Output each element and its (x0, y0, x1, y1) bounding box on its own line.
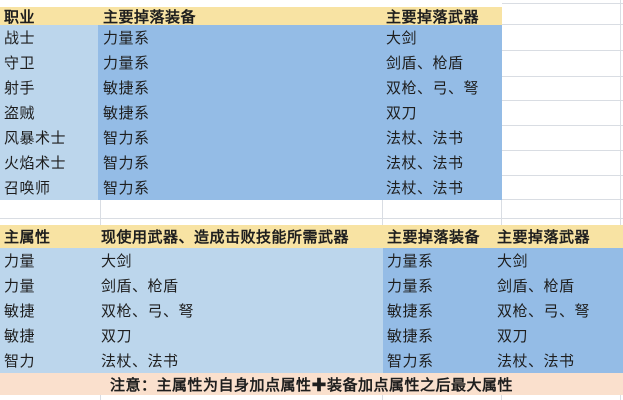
note-text: 注意：主属性为自身加点属性✚装备加点属性之后最大属性 (109, 375, 513, 394)
header-cell[interactable]: 现使用武器、造成击败技能所需武器 (101, 228, 350, 246)
data-cell[interactable]: 法杖、法书 (497, 352, 575, 370)
data-cell[interactable]: 敏捷 (4, 327, 36, 345)
table-row: 守卫 力量系 剑盾、枪盾 (0, 50, 502, 75)
data-cell[interactable]: 守卫 (4, 54, 36, 72)
table-row: 敏捷 双枪、弓、弩 敏捷系 双枪、弓、弩 (0, 298, 623, 323)
gridline (100, 200, 101, 225)
data-cell[interactable]: 敏捷 (4, 302, 36, 320)
data-cell[interactable]: 智力系 (387, 352, 434, 370)
data-cell[interactable]: 双枪、弓、弩 (386, 79, 480, 97)
data-cell[interactable]: 召唤师 (4, 179, 51, 197)
data-cell[interactable]: 智力 (4, 352, 36, 370)
header-cell[interactable]: 职业 (4, 7, 36, 26)
data-cell[interactable]: 力量系 (387, 252, 434, 270)
gridline (502, 50, 623, 51)
data-cell[interactable]: 双刀 (497, 327, 529, 345)
gridline (382, 395, 383, 400)
gridline (502, 125, 623, 126)
data-cell[interactable]: 大剑 (386, 29, 418, 47)
data-cell[interactable]: 双枪、弓、弩 (101, 302, 195, 320)
table-row: 智力 法杖、法书 智力系 法杖、法书 (0, 348, 623, 373)
data-cell[interactable]: 盗贼 (4, 104, 36, 122)
gridline (502, 100, 623, 101)
data-cell[interactable]: 战士 (4, 29, 36, 47)
data-cell[interactable]: 剑盾、枪盾 (101, 277, 179, 295)
data-cell[interactable]: 力量系 (387, 277, 434, 295)
header-cell[interactable]: 主要掉落装备 (103, 7, 197, 26)
table-row: 战士 力量系 大剑 (0, 25, 502, 50)
data-cell[interactable]: 敏捷系 (387, 327, 434, 345)
table-header-row: 主属性 现使用武器、造成击败技能所需武器 主要掉落装备 主要掉落武器 (0, 225, 623, 248)
table-row: 风暴术士 智力系 法杖、法书 (0, 125, 502, 150)
data-cell[interactable]: 法杖、法书 (386, 179, 464, 197)
header-cell[interactable]: 主要掉落武器 (497, 228, 591, 246)
table-row: 力量 大剑 力量系 大剑 (0, 248, 623, 273)
data-cell[interactable]: 大剑 (101, 252, 133, 270)
data-cell[interactable]: 剑盾、枪盾 (497, 277, 575, 295)
gridline (100, 395, 101, 400)
data-cell[interactable]: 智力系 (103, 154, 150, 172)
data-cell[interactable]: 火焰术士 (4, 154, 67, 172)
data-cell[interactable]: 敏捷系 (387, 302, 434, 320)
data-cell[interactable]: 力量系 (103, 54, 150, 72)
data-cell[interactable]: 法杖、法书 (386, 154, 464, 172)
table-row: 召唤师 智力系 法杖、法书 (0, 175, 502, 200)
data-cell[interactable]: 风暴术士 (4, 129, 67, 147)
data-cell[interactable]: 剑盾、枪盾 (386, 54, 464, 72)
data-cell[interactable]: 双枪、弓、弩 (497, 302, 591, 320)
data-cell[interactable]: 力量 (4, 252, 36, 270)
table-row: 敏捷 双刀 敏捷系 双刀 (0, 323, 623, 348)
table-row: 力量 剑盾、枪盾 力量系 剑盾、枪盾 (0, 273, 623, 298)
data-cell[interactable]: 法杖、法书 (386, 129, 464, 147)
data-cell[interactable]: 大剑 (497, 252, 529, 270)
gridline (501, 395, 502, 400)
data-cell[interactable]: 双刀 (101, 327, 133, 345)
note-banner-cell[interactable]: 注意：主属性为自身加点属性✚装备加点属性之后最大属性 (0, 373, 623, 395)
gridline (502, 76, 623, 77)
gridline (620, 0, 621, 225)
data-cell[interactable]: 智力系 (103, 179, 150, 197)
header-cell[interactable]: 主要掉落装备 (387, 228, 481, 246)
gridline (0, 218, 623, 219)
table-row: 火焰术士 智力系 法杖、法书 (0, 150, 502, 175)
table-row: 射手 敏捷系 双枪、弓、弩 (0, 75, 502, 100)
data-cell[interactable]: 敏捷系 (103, 104, 150, 122)
header-cell[interactable]: 主属性 (4, 228, 51, 246)
header-cell[interactable]: 主要掉落武器 (386, 7, 480, 26)
table-row: 盗贼 敏捷系 双刀 (0, 100, 502, 125)
gridline (502, 3, 623, 4)
gridline (502, 24, 623, 25)
gridline (382, 200, 383, 225)
gridline (502, 175, 623, 176)
data-cell[interactable]: 智力系 (103, 129, 150, 147)
data-cell[interactable]: 力量 (4, 277, 36, 295)
data-cell[interactable]: 双刀 (386, 104, 418, 122)
table-header-row: 职业 主要掉落装备 主要掉落武器 (0, 7, 502, 26)
gridline (502, 150, 623, 151)
gridline (620, 395, 621, 400)
gridline (502, 199, 623, 200)
data-cell[interactable]: 射手 (4, 79, 36, 97)
data-cell[interactable]: 敏捷系 (103, 79, 150, 97)
data-cell[interactable]: 法杖、法书 (101, 352, 179, 370)
data-cell[interactable]: 力量系 (103, 29, 150, 47)
gridline (501, 200, 502, 225)
